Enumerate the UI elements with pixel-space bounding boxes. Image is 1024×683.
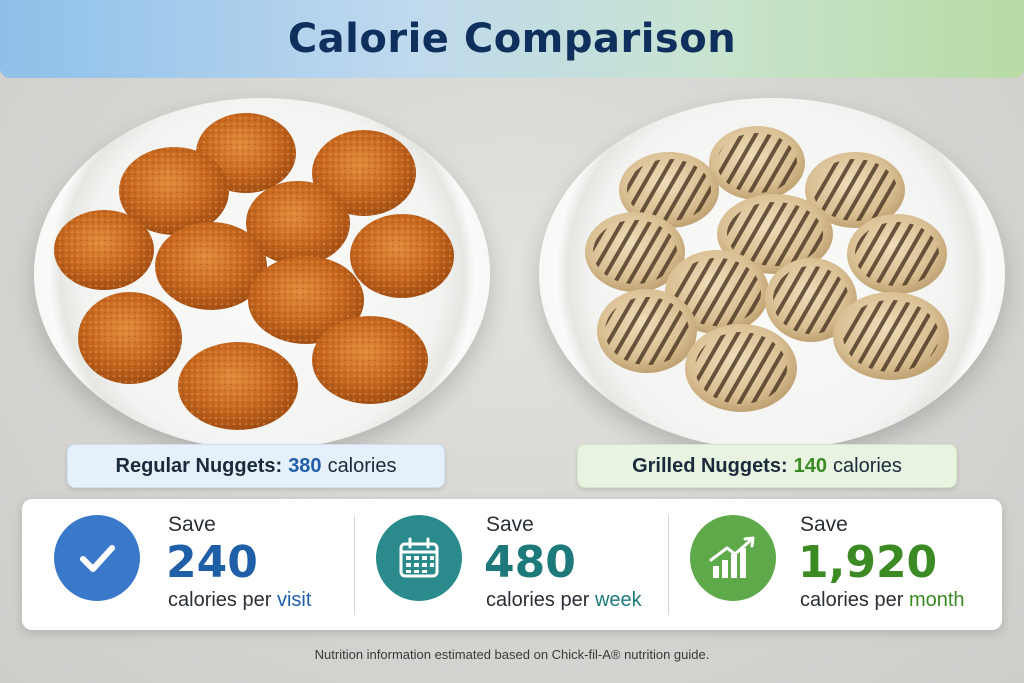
regular-calories-unit: calories: [327, 454, 397, 477]
checkmark-icon: [54, 515, 140, 601]
save-value-visit: 240: [166, 537, 258, 588]
save-period-visit: visit: [276, 589, 312, 611]
grilled-nuggets-label: Grilled Nuggets: 140 calories: [577, 444, 957, 488]
save-period-month: month: [908, 589, 965, 611]
page-title: Calorie Comparison: [287, 16, 737, 62]
calendar-icon: [376, 515, 462, 601]
grilled-nuggets-image: [585, 126, 949, 412]
title-banner: Calorie Comparison: [0, 0, 1024, 78]
regular-calories-value: 380: [288, 454, 322, 477]
divider: [354, 515, 355, 615]
save-word-week: Save: [486, 513, 534, 536]
save-prefix-month: calories per: [800, 589, 904, 611]
grilled-nuggets-plate: [539, 98, 1005, 450]
regular-label-text: Regular Nuggets:: [115, 454, 283, 477]
grilled-calories-unit: calories: [833, 454, 902, 477]
grilled-calories-value: 140: [793, 454, 828, 477]
save-word-visit: Save: [168, 513, 216, 536]
growth-chart-icon: [690, 515, 776, 601]
save-period-week: week: [594, 589, 642, 611]
savings-per-month: Save 1,920 calories per month: [670, 499, 1000, 630]
save-sub-month: calories per month: [800, 589, 965, 612]
save-word-month: Save: [800, 513, 848, 536]
savings-per-visit: Save 240 calories per visit: [22, 499, 352, 630]
save-value-month: 1,920: [798, 537, 938, 588]
save-prefix-week: calories per: [486, 589, 590, 611]
savings-panel: Save 240 calories per visit Save 480: [22, 499, 1002, 630]
savings-per-week: Save 480 calories per week: [356, 499, 666, 630]
save-sub-visit: calories per visit: [168, 589, 311, 612]
save-prefix-visit: calories per: [168, 589, 272, 611]
breaded-nuggets-image: [54, 113, 454, 430]
footnote: Nutrition information estimated based on…: [314, 647, 710, 662]
save-sub-week: calories per week: [486, 589, 642, 612]
regular-nuggets-plate: [34, 98, 490, 450]
save-value-week: 480: [484, 537, 576, 588]
grilled-label-text: Grilled Nuggets:: [632, 454, 788, 477]
regular-nuggets-label: Regular Nuggets: 380 calories: [67, 444, 445, 488]
divider: [668, 515, 669, 615]
